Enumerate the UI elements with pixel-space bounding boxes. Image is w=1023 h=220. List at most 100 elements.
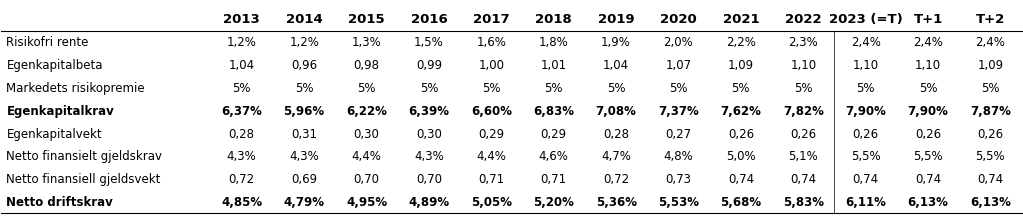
Text: 7,90%: 7,90% [845,104,886,117]
Text: 0,30: 0,30 [354,128,380,141]
Text: 7,90%: 7,90% [907,104,948,117]
Text: 6,83%: 6,83% [533,104,574,117]
Text: 1,01: 1,01 [540,59,567,72]
Text: 4,79%: 4,79% [283,196,324,209]
Text: 2014: 2014 [285,13,322,26]
Text: 0,27: 0,27 [665,128,692,141]
Text: 6,13%: 6,13% [970,196,1011,209]
Text: Egenkapitalbeta: Egenkapitalbeta [6,59,103,72]
Text: 5%: 5% [482,82,500,95]
Text: 5%: 5% [731,82,750,95]
Text: 1,04: 1,04 [603,59,629,72]
Text: 4,4%: 4,4% [352,150,382,163]
Text: 0,98: 0,98 [354,59,380,72]
Text: 0,99: 0,99 [415,59,442,72]
Text: 6,39%: 6,39% [408,104,449,117]
Text: 0,73: 0,73 [666,173,692,186]
Text: 0,29: 0,29 [540,128,567,141]
Text: 0,26: 0,26 [727,128,754,141]
Text: 5%: 5% [919,82,937,95]
Text: 1,00: 1,00 [479,59,504,72]
Text: 0,74: 0,74 [852,173,879,186]
Text: 1,2%: 1,2% [290,36,319,49]
Text: 0,26: 0,26 [915,128,941,141]
Text: 5%: 5% [669,82,687,95]
Text: 6,22%: 6,22% [346,104,387,117]
Text: 6,11%: 6,11% [845,196,886,209]
Text: 1,10: 1,10 [915,59,941,72]
Text: 0,70: 0,70 [416,173,442,186]
Text: 4,89%: 4,89% [408,196,449,209]
Text: 0,31: 0,31 [292,128,317,141]
Text: 5,5%: 5,5% [914,150,943,163]
Text: 5%: 5% [232,82,251,95]
Text: 5,36%: 5,36% [595,196,636,209]
Text: 7,62%: 7,62% [720,104,761,117]
Text: 2,0%: 2,0% [664,36,694,49]
Text: 5,0%: 5,0% [726,150,756,163]
Text: 6,60%: 6,60% [471,104,512,117]
Text: 0,71: 0,71 [478,173,504,186]
Text: Egenkapitalvekt: Egenkapitalvekt [6,128,102,141]
Text: 0,72: 0,72 [603,173,629,186]
Text: 6,37%: 6,37% [221,104,262,117]
Text: 4,6%: 4,6% [539,150,569,163]
Text: 7,82%: 7,82% [783,104,824,117]
Text: 4,3%: 4,3% [414,150,444,163]
Text: 1,2%: 1,2% [227,36,257,49]
Text: 1,04: 1,04 [229,59,255,72]
Text: 1,10: 1,10 [852,59,879,72]
Text: 2019: 2019 [597,13,634,26]
Text: 1,07: 1,07 [665,59,692,72]
Text: 1,3%: 1,3% [352,36,382,49]
Text: 0,74: 0,74 [977,173,1004,186]
Text: 0,74: 0,74 [727,173,754,186]
Text: T+1: T+1 [914,13,942,26]
Text: 5%: 5% [357,82,375,95]
Text: 4,3%: 4,3% [290,150,319,163]
Text: 1,5%: 1,5% [414,36,444,49]
Text: 0,69: 0,69 [292,173,317,186]
Text: 5%: 5% [419,82,438,95]
Text: 5,20%: 5,20% [533,196,574,209]
Text: Risikofri rente: Risikofri rente [6,36,89,49]
Text: 4,95%: 4,95% [346,196,387,209]
Text: 2022: 2022 [785,13,821,26]
Text: 5,1%: 5,1% [789,150,818,163]
Text: 5,5%: 5,5% [851,150,881,163]
Text: 0,26: 0,26 [790,128,816,141]
Text: 0,70: 0,70 [354,173,380,186]
Text: 0,72: 0,72 [229,173,255,186]
Text: 1,8%: 1,8% [539,36,569,49]
Text: 5%: 5% [295,82,313,95]
Text: Netto driftskrav: Netto driftskrav [6,196,114,209]
Text: 0,26: 0,26 [852,128,879,141]
Text: 5,83%: 5,83% [783,196,824,209]
Text: 0,29: 0,29 [478,128,504,141]
Text: 0,74: 0,74 [790,173,816,186]
Text: 0,28: 0,28 [604,128,629,141]
Text: 1,09: 1,09 [727,59,754,72]
Text: 2,3%: 2,3% [789,36,818,49]
Text: 1,6%: 1,6% [477,36,506,49]
Text: 5%: 5% [856,82,875,95]
Text: 0,28: 0,28 [229,128,255,141]
Text: Netto finansielt gjeldskrav: Netto finansielt gjeldskrav [6,150,163,163]
Text: 5%: 5% [544,82,563,95]
Text: 2015: 2015 [348,13,385,26]
Text: 5,53%: 5,53% [658,196,699,209]
Text: 0,71: 0,71 [540,173,567,186]
Text: 2017: 2017 [473,13,509,26]
Text: 5,68%: 5,68% [720,196,761,209]
Text: 4,7%: 4,7% [602,150,631,163]
Text: 5%: 5% [607,82,625,95]
Text: 0,30: 0,30 [416,128,442,141]
Text: 7,37%: 7,37% [658,104,699,117]
Text: 1,10: 1,10 [790,59,816,72]
Text: Netto finansiell gjeldsvekt: Netto finansiell gjeldsvekt [6,173,161,186]
Text: 7,87%: 7,87% [970,104,1011,117]
Text: 5,96%: 5,96% [283,104,324,117]
Text: 5,05%: 5,05% [471,196,512,209]
Text: 2023 (=T): 2023 (=T) [829,13,902,26]
Text: 4,8%: 4,8% [664,150,694,163]
